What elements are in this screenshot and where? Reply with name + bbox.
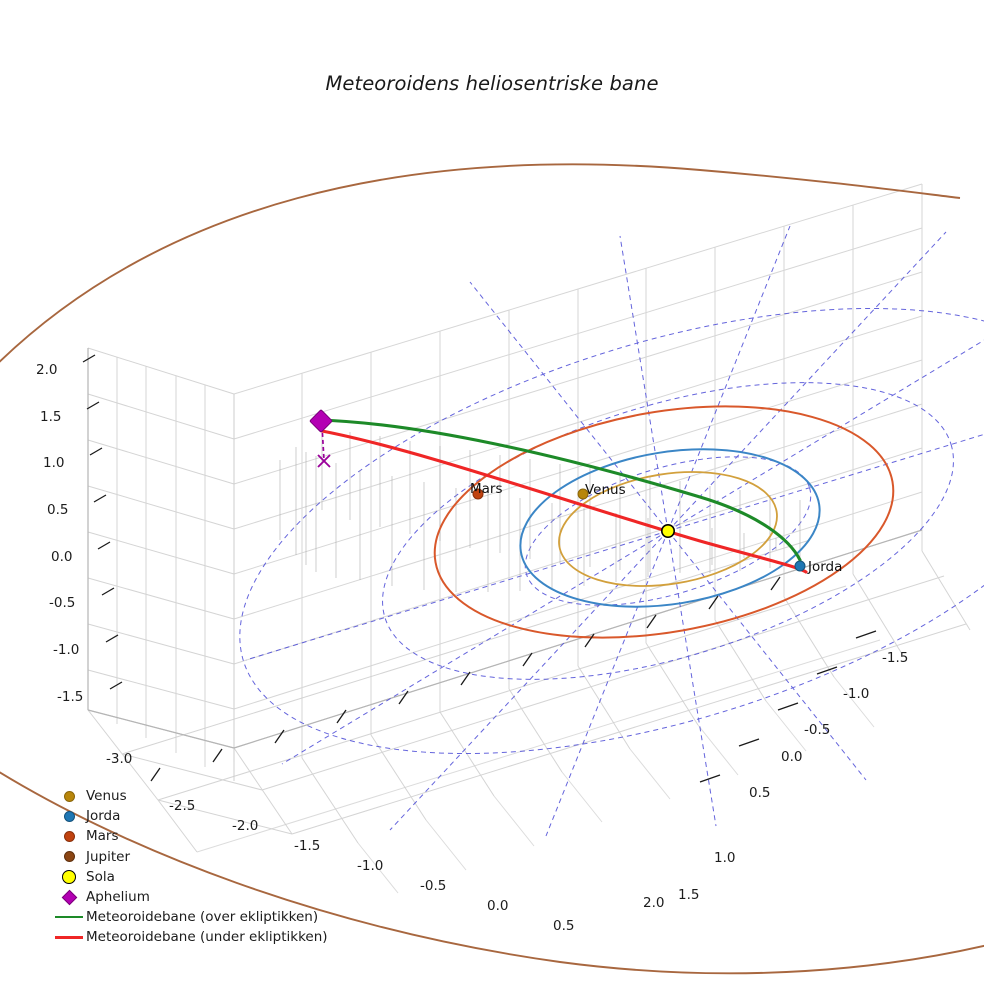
jupiter-orbit-upper <box>0 163 961 363</box>
polar-ring-3au <box>239 307 984 755</box>
aphelium-projection <box>317 425 331 468</box>
axis-spines <box>87 348 923 749</box>
jupiter-orbit <box>0 163 984 975</box>
legend-item-sola: Sola <box>52 867 372 887</box>
legend-item-meteoroid-below: Meteoroidebane (under ekliptikken) <box>52 927 372 947</box>
x-tick-7: 0.5 <box>553 918 575 934</box>
z-tick-5: -0.5 <box>49 595 76 611</box>
legend-label-jorda: Jorda <box>86 808 121 825</box>
z-tick-3: 0.5 <box>47 502 69 518</box>
jupiter-orbit-lower <box>0 771 984 975</box>
pane-floor-front <box>196 639 881 894</box>
y-tick-4: 0.5 <box>749 785 771 801</box>
legend-label-sola: Sola <box>86 868 115 885</box>
label-mars: Mars <box>470 481 503 497</box>
x-tick-6: 0.0 <box>487 898 509 914</box>
pane-back-wall <box>233 183 923 781</box>
z-tick-4: 0.0 <box>51 549 73 565</box>
z-tick-0: 2.0 <box>36 362 58 378</box>
marker-venus <box>577 488 589 500</box>
polar-ring-2au <box>382 382 954 680</box>
legend-marker-aphelium-icon <box>52 889 86 905</box>
x-tick-0: -3.0 <box>106 751 133 767</box>
aphelium-projection-x-icon <box>317 454 331 468</box>
aphelium-stem-line <box>321 425 325 461</box>
body-markers <box>309 409 806 572</box>
legend-label-mars: Mars <box>86 828 119 845</box>
label-jorda: Jorda <box>808 559 843 575</box>
marker-aphelium <box>309 409 333 433</box>
legend-item-mars: Mars <box>52 826 372 846</box>
ecliptic-polar-grid <box>239 225 984 837</box>
meteoroid-orbit-below-ecliptic <box>320 429 808 574</box>
orbit-projection-stems <box>279 424 801 592</box>
earth-orbit <box>519 448 821 608</box>
polar-spokes <box>245 225 984 837</box>
x-tick-4: -1.0 <box>357 858 384 874</box>
marker-jorda <box>794 560 806 572</box>
legend-label-aphelium: Aphelium <box>86 889 150 906</box>
meteoroid-orbit-above-ecliptic <box>316 418 802 562</box>
chart-title: Meteoroidens heliosentriske bane <box>325 72 659 95</box>
x-tick-1: -2.5 <box>169 798 196 814</box>
legend-marker-venus-icon <box>52 790 86 802</box>
z-tick-7: -1.5 <box>57 689 84 705</box>
z-tick-6: -1.0 <box>53 642 80 658</box>
axes-3d-panes <box>87 183 971 894</box>
marker-mars <box>472 488 484 500</box>
legend-marker-meteoroid-above-icon <box>52 916 86 919</box>
legend-item-venus: Venus <box>52 786 372 806</box>
legend-marker-mars-icon <box>52 830 86 842</box>
x-tick-10: 2.0 <box>643 895 665 911</box>
x-tick-8: 1.0 <box>714 850 736 866</box>
legend-item-jupiter: Jupiter <box>52 847 372 867</box>
axis-tick-marks <box>82 354 877 783</box>
label-venus: Venus <box>585 482 626 498</box>
y-tick-3: 0.0 <box>781 749 803 765</box>
mars-orbit <box>433 405 895 639</box>
y-tick-1: -1.0 <box>843 686 870 702</box>
y-tick-0: -1.5 <box>882 650 909 666</box>
x-tick-2: -2.0 <box>232 818 259 834</box>
legend-item-aphelium: Aphelium <box>52 887 372 907</box>
legend-item-meteoroid-above: Meteoroidebane (over ekliptikken) <box>52 907 372 927</box>
legend: Venus Jorda Mars Jupiter Sola <box>52 786 372 948</box>
legend-label-jupiter: Jupiter <box>86 848 131 865</box>
legend-label-meteoroid-below: Meteoroidebane (under ekliptikken) <box>86 929 328 946</box>
venus-orbit <box>558 471 778 587</box>
legend-marker-sola-icon <box>52 869 86 884</box>
legend-marker-jorda-icon <box>52 810 86 822</box>
y-tick-2: -0.5 <box>804 722 831 738</box>
legend-marker-jupiter-icon <box>52 851 86 863</box>
x-tick-9: 1.5 <box>678 887 700 903</box>
x-tick-5: -0.5 <box>420 878 447 894</box>
marker-sola <box>660 523 675 538</box>
legend-label-venus: Venus <box>86 788 127 805</box>
x-tick-3: -1.5 <box>294 838 321 854</box>
z-tick-2: 1.0 <box>43 455 65 471</box>
legend-label-meteoroid-above: Meteoroidebane (over ekliptikken) <box>86 909 319 926</box>
z-tick-1: 1.5 <box>40 409 62 425</box>
legend-item-jorda: Jorda <box>52 806 372 826</box>
legend-marker-meteoroid-below-icon <box>52 936 86 939</box>
